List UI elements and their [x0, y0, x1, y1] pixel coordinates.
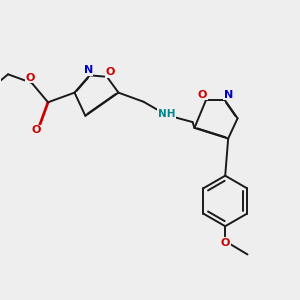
Text: O: O — [220, 238, 230, 248]
Text: O: O — [26, 73, 35, 82]
Text: N: N — [224, 90, 233, 100]
Text: O: O — [32, 125, 41, 136]
Text: O: O — [198, 90, 207, 100]
Text: N: N — [83, 65, 93, 75]
Text: O: O — [106, 68, 115, 77]
Text: NH: NH — [158, 109, 175, 119]
